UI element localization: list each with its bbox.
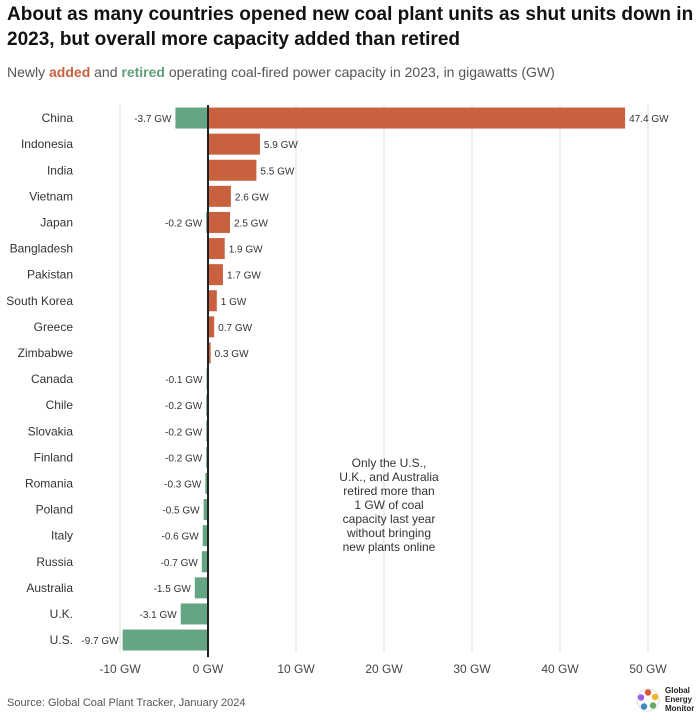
bar-added <box>208 211 230 233</box>
logo-text: Global Energy Monitor <box>665 686 694 713</box>
data-label-added: 1.7 GW <box>227 271 261 282</box>
bar-added <box>208 290 217 312</box>
bar-chart: China 47.4 GW -3.7 GW Indonesia 5.9 GW India 5… <box>6 105 669 676</box>
category-label: Russia <box>36 555 73 569</box>
data-label-retired: -0.2 GW <box>165 427 203 438</box>
category-label: Japan <box>40 215 73 229</box>
x-tick-label: 0 GW <box>193 662 224 676</box>
chart-subtitle: Newly added and retired operating coal-f… <box>7 64 697 80</box>
bar-added <box>208 107 626 129</box>
category-label: South Korea <box>6 294 73 308</box>
bar-retired <box>205 472 208 494</box>
data-label-added: 2.6 GW <box>235 192 269 203</box>
category-label: China <box>42 111 74 125</box>
x-tick-label: 30 GW <box>453 662 491 676</box>
source-note: Source: Global Coal Plant Tracker, Janua… <box>7 697 246 709</box>
subtitle-prefix: Newly <box>7 64 50 80</box>
category-label: Romania <box>25 476 73 490</box>
data-label-added: 0.3 GW <box>215 349 249 360</box>
logo-line-1: Global <box>665 686 690 695</box>
data-label-added: 2.5 GW <box>234 218 268 229</box>
category-label: Indonesia <box>21 137 73 151</box>
subtitle-suffix: operating coal-fired power capacity in 2… <box>164 64 555 80</box>
data-label-added: 47.4 GW <box>629 114 669 125</box>
data-label-retired: -1.5 GW <box>154 584 192 595</box>
category-label: Slovakia <box>28 424 74 438</box>
category-label: U.S. <box>50 633 73 647</box>
category-label: Pakistan <box>27 268 73 282</box>
category-label: Canada <box>31 372 73 386</box>
bar-added <box>208 264 223 286</box>
data-label-retired: -9.7 GW <box>81 636 119 647</box>
gem-logo: Global Energy Monitor <box>636 686 694 713</box>
bar-added <box>208 133 260 155</box>
bar-retired <box>201 551 208 573</box>
data-label-retired: -0.5 GW <box>162 506 200 517</box>
chart-title: About as many countries opened new coal … <box>7 4 694 50</box>
category-label: India <box>47 163 73 177</box>
bar-retired <box>203 499 208 521</box>
category-label: Poland <box>36 503 73 517</box>
x-tick-label: 40 GW <box>541 662 579 676</box>
bar-added <box>208 185 231 207</box>
x-tick-label: -10 GW <box>99 662 141 676</box>
annotation-line: without bringing <box>346 526 431 540</box>
data-label-retired: -0.6 GW <box>161 532 199 543</box>
annotation-line: retired more than <box>343 484 434 498</box>
bar-retired <box>122 629 208 651</box>
bar-retired <box>175 107 208 129</box>
x-tick-label: 20 GW <box>365 662 403 676</box>
subtitle-middle: and <box>90 64 122 80</box>
bar-added <box>208 159 257 181</box>
data-label-retired: -0.2 GW <box>165 453 203 464</box>
category-label: Chile <box>46 398 74 412</box>
subtitle-retired-word: retired <box>121 64 165 80</box>
data-label-added: 5.5 GW <box>260 166 294 177</box>
data-label-retired: -0.7 GW <box>161 558 199 569</box>
data-label-retired: -0.2 GW <box>165 401 203 412</box>
x-tick-label: 50 GW <box>629 662 667 676</box>
annotation-line: capacity last year <box>343 512 436 526</box>
annotation-line: U.K., and Australia <box>339 470 439 484</box>
bar-added <box>208 316 215 338</box>
data-label-retired: -3.1 GW <box>139 610 177 621</box>
category-label: Australia <box>26 581 73 595</box>
category-label: Italy <box>51 529 73 543</box>
data-label-retired: -0.3 GW <box>164 479 202 490</box>
x-tick-label: 10 GW <box>277 662 315 676</box>
bar-added <box>208 342 211 364</box>
logo-line-3: Monitor <box>665 704 695 713</box>
data-label-added: 1 GW <box>221 297 247 308</box>
category-label: Bangladesh <box>10 242 73 256</box>
bar-retired <box>194 577 208 599</box>
category-label: Vietnam <box>29 189 73 203</box>
annotation-line: Only the U.S., <box>352 456 427 470</box>
bar-added <box>208 238 225 260</box>
category-label: Finland <box>34 450 73 464</box>
data-label-retired: -0.2 GW <box>165 218 203 229</box>
category-label: Greece <box>34 320 74 334</box>
data-label-retired: -3.7 GW <box>134 114 172 125</box>
data-label-added: 1.9 GW <box>229 245 263 256</box>
category-label: Zimbabwe <box>18 346 74 360</box>
bar-retired <box>180 603 208 625</box>
globe-icon <box>636 688 660 711</box>
annotation-line: 1 GW of coal <box>354 498 423 512</box>
data-label-retired: -0.1 GW <box>165 375 203 386</box>
subtitle-added-word: added <box>49 64 91 80</box>
logo-line-2: Energy <box>665 695 693 704</box>
data-label-added: 5.9 GW <box>264 140 298 151</box>
category-label: U.K. <box>50 607 73 621</box>
bar-retired <box>202 525 208 547</box>
annotation-line: new plants online <box>343 540 436 554</box>
data-label-added: 0.7 GW <box>218 323 252 334</box>
